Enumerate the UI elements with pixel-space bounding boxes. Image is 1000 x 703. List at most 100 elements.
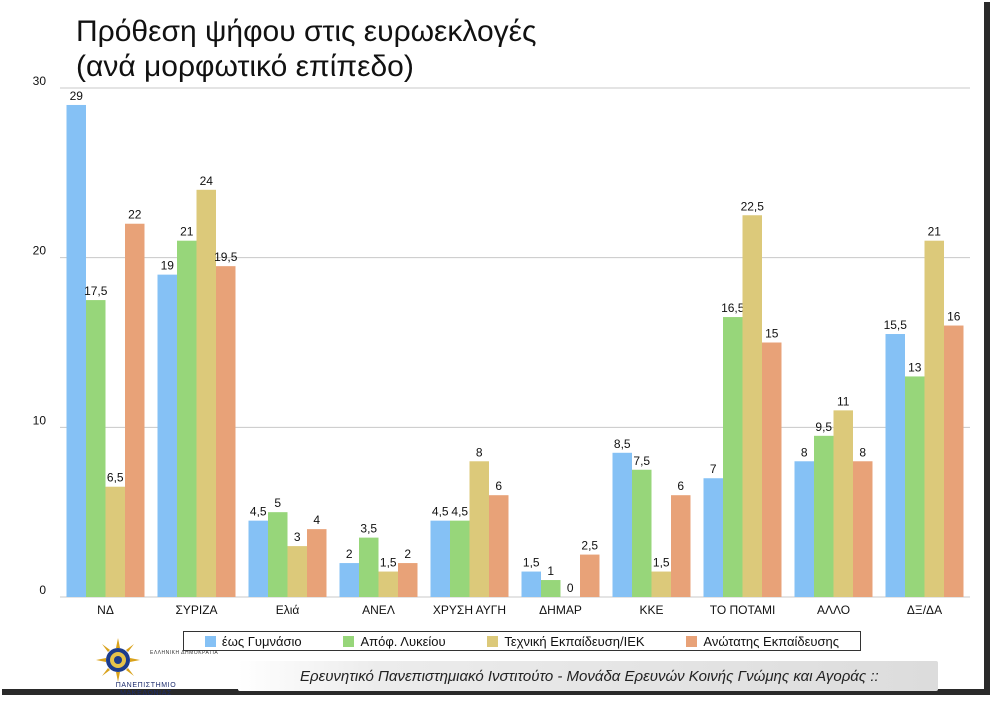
bar — [248, 520, 268, 597]
bar — [287, 546, 307, 597]
legend-label: έως Γυμνάσιο — [221, 633, 302, 649]
x-tick-label: ΝΔ — [97, 603, 114, 617]
data-label: 4,5 — [451, 505, 468, 519]
bar — [905, 376, 925, 597]
data-label: 8 — [476, 445, 483, 459]
bar — [216, 266, 236, 597]
data-label: 13 — [908, 360, 922, 374]
data-label: 15,5 — [884, 318, 908, 332]
legend-item: Απόφ. Λυκείου — [343, 633, 446, 649]
legend-swatch — [487, 635, 499, 647]
bar — [814, 435, 834, 597]
data-label: 3 — [294, 530, 301, 544]
bar-chart: 01020302917,56,522ΝΔ19212419,5ΣΥΡΙΖΑ4,55… — [33, 74, 970, 617]
data-label: 11 — [837, 394, 850, 408]
bar — [378, 571, 398, 597]
data-label: 21 — [928, 225, 942, 239]
y-tick-label: 30 — [33, 74, 47, 88]
data-label: 16,5 — [721, 301, 745, 315]
legend-label: Τεχνική Εκπαίδευση/ΙΕΚ — [504, 633, 645, 649]
bar — [157, 274, 177, 597]
data-label: 6 — [677, 479, 684, 493]
bar — [580, 554, 600, 597]
bar — [177, 240, 197, 597]
data-label: 0 — [567, 581, 574, 595]
bar — [450, 520, 470, 597]
data-label: 16 — [947, 310, 961, 324]
legend-item: Τεχνική Εκπαίδευση/ΙΕΚ — [487, 633, 645, 649]
data-label: 22 — [128, 208, 142, 222]
data-label: 22,5 — [741, 199, 765, 213]
bar — [794, 461, 814, 597]
bar — [489, 495, 509, 597]
bar — [612, 452, 632, 597]
bar — [853, 461, 873, 597]
bar — [723, 317, 743, 597]
data-label: 24 — [200, 174, 214, 188]
bar — [944, 325, 964, 597]
data-label: 6 — [495, 479, 502, 493]
data-label: 17,5 — [84, 284, 108, 298]
bar — [762, 342, 782, 597]
logo-name-line-2: ΜΑΚΕΔΟΝΙΑΣ — [120, 690, 172, 697]
data-label: 4,5 — [250, 505, 267, 519]
x-tick-label: Ελιά — [276, 603, 300, 617]
bar — [359, 537, 379, 597]
y-tick-label: 0 — [39, 583, 46, 597]
data-label: 8 — [859, 445, 866, 459]
data-label: 21 — [180, 225, 194, 239]
bar — [924, 240, 944, 597]
data-label: 29 — [70, 89, 84, 103]
legend-swatch — [343, 635, 355, 647]
bar — [833, 410, 853, 597]
bar — [196, 189, 216, 598]
data-label: 1,5 — [523, 556, 540, 570]
footer-text: Ερευνητικό Πανεπιστημιακό Ινστιτούτο - Μ… — [300, 668, 879, 685]
data-label: 1,5 — [653, 556, 670, 570]
data-label: 8,5 — [614, 437, 631, 451]
data-label: 1 — [547, 564, 554, 578]
data-label: 7 — [710, 462, 717, 476]
bar — [671, 495, 691, 597]
legend-label: Ανώτατης Εκπαίδευσης — [703, 633, 840, 649]
bar — [105, 486, 125, 597]
bar — [398, 563, 418, 597]
data-label: 4 — [313, 513, 320, 527]
footer-band — [238, 661, 938, 691]
data-label: 4,5 — [432, 505, 449, 519]
legend-swatch — [204, 635, 216, 647]
data-label: 15 — [765, 327, 779, 341]
data-label: 8 — [801, 445, 808, 459]
legend-swatch — [686, 635, 698, 647]
x-tick-label: ΑΛΛΟ — [817, 603, 850, 617]
bar — [86, 300, 106, 597]
title-line-2: (ανά μορφωτικό επίπεδο) — [76, 50, 414, 83]
data-label: 9,5 — [815, 420, 832, 434]
bar — [651, 571, 671, 597]
data-label: 6,5 — [107, 471, 124, 485]
y-tick-label: 10 — [33, 413, 47, 427]
data-label: 3,5 — [360, 522, 377, 536]
bar — [268, 512, 288, 597]
data-label: 2 — [404, 547, 411, 561]
data-label: 2 — [346, 547, 353, 561]
chart-legend: έως Γυμνάσιο Απόφ. Λυκείου Τεχνική Εκπαίδε… — [183, 631, 861, 651]
slide-frame — [2, 2, 990, 695]
title-line-1: Πρόθεση ψήφου στις ευρωεκλογές — [76, 15, 537, 48]
bar — [632, 469, 652, 597]
logo-name: ΠΑΝΕΠΙΣΤΗΜΙΟ ΜΑΚΕΔΟΝΙΑΣ — [92, 682, 200, 698]
x-tick-label: ΔΗΜΑΡ — [539, 603, 582, 617]
logo-name-line-1: ΠΑΝΕΠΙΣΤΗΜΙΟ — [115, 682, 177, 689]
bar — [885, 334, 905, 597]
data-label: 7,5 — [633, 454, 650, 468]
x-tick-label: ΤΟ ΠΟΤΑΜΙ — [710, 603, 776, 617]
legend-label: Απόφ. Λυκείου — [360, 633, 446, 649]
legend-item: έως Γυμνάσιο — [204, 633, 302, 649]
y-tick-label: 20 — [33, 244, 47, 258]
university-logo: ΕΛΛΗΝΙΚΗ ΔΗΜΟΚΡΑΤΙΑ ΠΑΝΕΠΙΣΤΗΜΙΟ ΜΑΚΕΔΟΝ… — [92, 636, 218, 697]
chart-title: Πρόθεση ψήφου στις ευρωεκλογές (ανά μορφ… — [76, 14, 537, 84]
bar — [66, 104, 86, 597]
data-label: 1,5 — [380, 556, 397, 570]
x-tick-label: ΔΞ/ΔΑ — [907, 603, 942, 617]
bar — [469, 461, 489, 597]
